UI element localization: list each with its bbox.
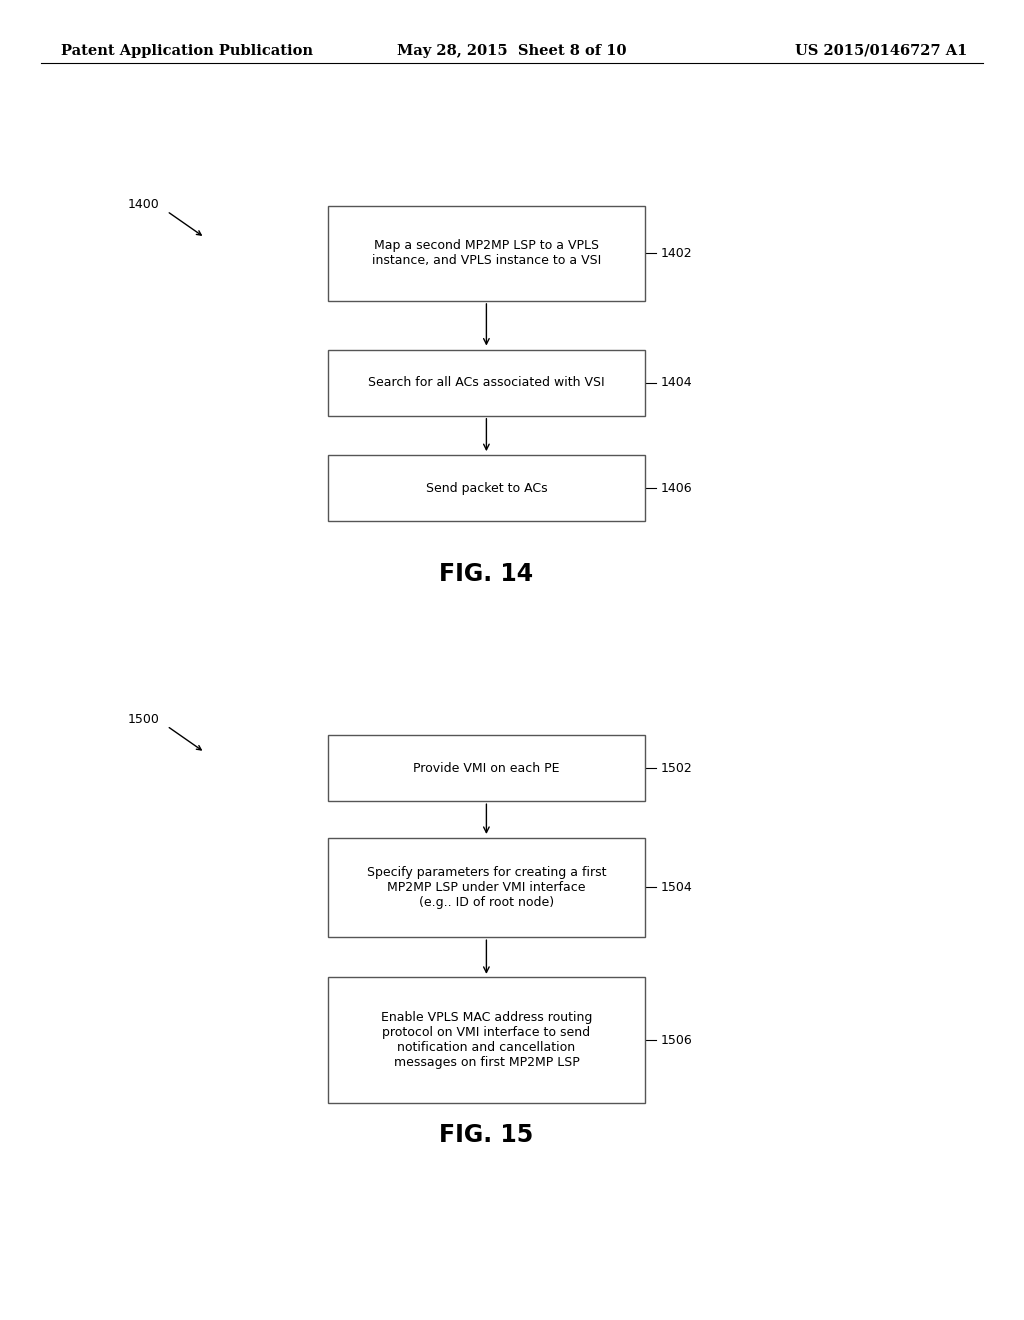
Text: 1404: 1404 [660, 376, 692, 389]
Text: Provide VMI on each PE: Provide VMI on each PE [413, 762, 560, 775]
Text: 1400: 1400 [128, 198, 160, 211]
FancyBboxPatch shape [328, 735, 645, 801]
Text: May 28, 2015  Sheet 8 of 10: May 28, 2015 Sheet 8 of 10 [397, 44, 627, 58]
Text: FIG. 15: FIG. 15 [439, 1123, 534, 1147]
Text: Map a second MP2MP LSP to a VPLS
instance, and VPLS instance to a VSI: Map a second MP2MP LSP to a VPLS instanc… [372, 239, 601, 268]
FancyBboxPatch shape [328, 206, 645, 301]
Text: 1406: 1406 [660, 482, 692, 495]
Text: 1402: 1402 [660, 247, 692, 260]
Text: 1506: 1506 [660, 1034, 692, 1047]
Text: FIG. 14: FIG. 14 [439, 562, 534, 586]
FancyBboxPatch shape [328, 350, 645, 416]
Text: Search for all ACs associated with VSI: Search for all ACs associated with VSI [368, 376, 605, 389]
FancyBboxPatch shape [328, 455, 645, 521]
FancyBboxPatch shape [328, 977, 645, 1104]
Text: US 2015/0146727 A1: US 2015/0146727 A1 [796, 44, 968, 58]
FancyBboxPatch shape [328, 837, 645, 937]
Text: 1502: 1502 [660, 762, 692, 775]
Text: Enable VPLS MAC address routing
protocol on VMI interface to send
notification a: Enable VPLS MAC address routing protocol… [381, 1011, 592, 1069]
Text: 1500: 1500 [128, 713, 160, 726]
Text: Send packet to ACs: Send packet to ACs [426, 482, 547, 495]
Text: 1504: 1504 [660, 880, 692, 894]
Text: Specify parameters for creating a first
MP2MP LSP under VMI interface
(e.g.. ID : Specify parameters for creating a first … [367, 866, 606, 908]
Text: Patent Application Publication: Patent Application Publication [61, 44, 313, 58]
